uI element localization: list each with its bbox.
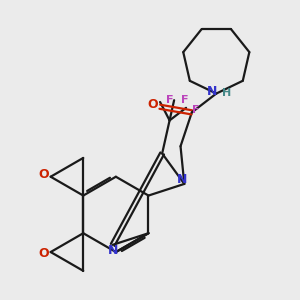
- Text: H: H: [222, 88, 232, 98]
- Text: O: O: [147, 98, 158, 111]
- Text: F: F: [181, 95, 188, 105]
- Text: F: F: [166, 95, 173, 105]
- Text: O: O: [39, 168, 49, 181]
- Text: N: N: [177, 173, 188, 186]
- Text: O: O: [39, 248, 49, 260]
- Text: N: N: [108, 244, 118, 257]
- Text: N: N: [207, 85, 218, 98]
- Text: F: F: [192, 105, 199, 115]
